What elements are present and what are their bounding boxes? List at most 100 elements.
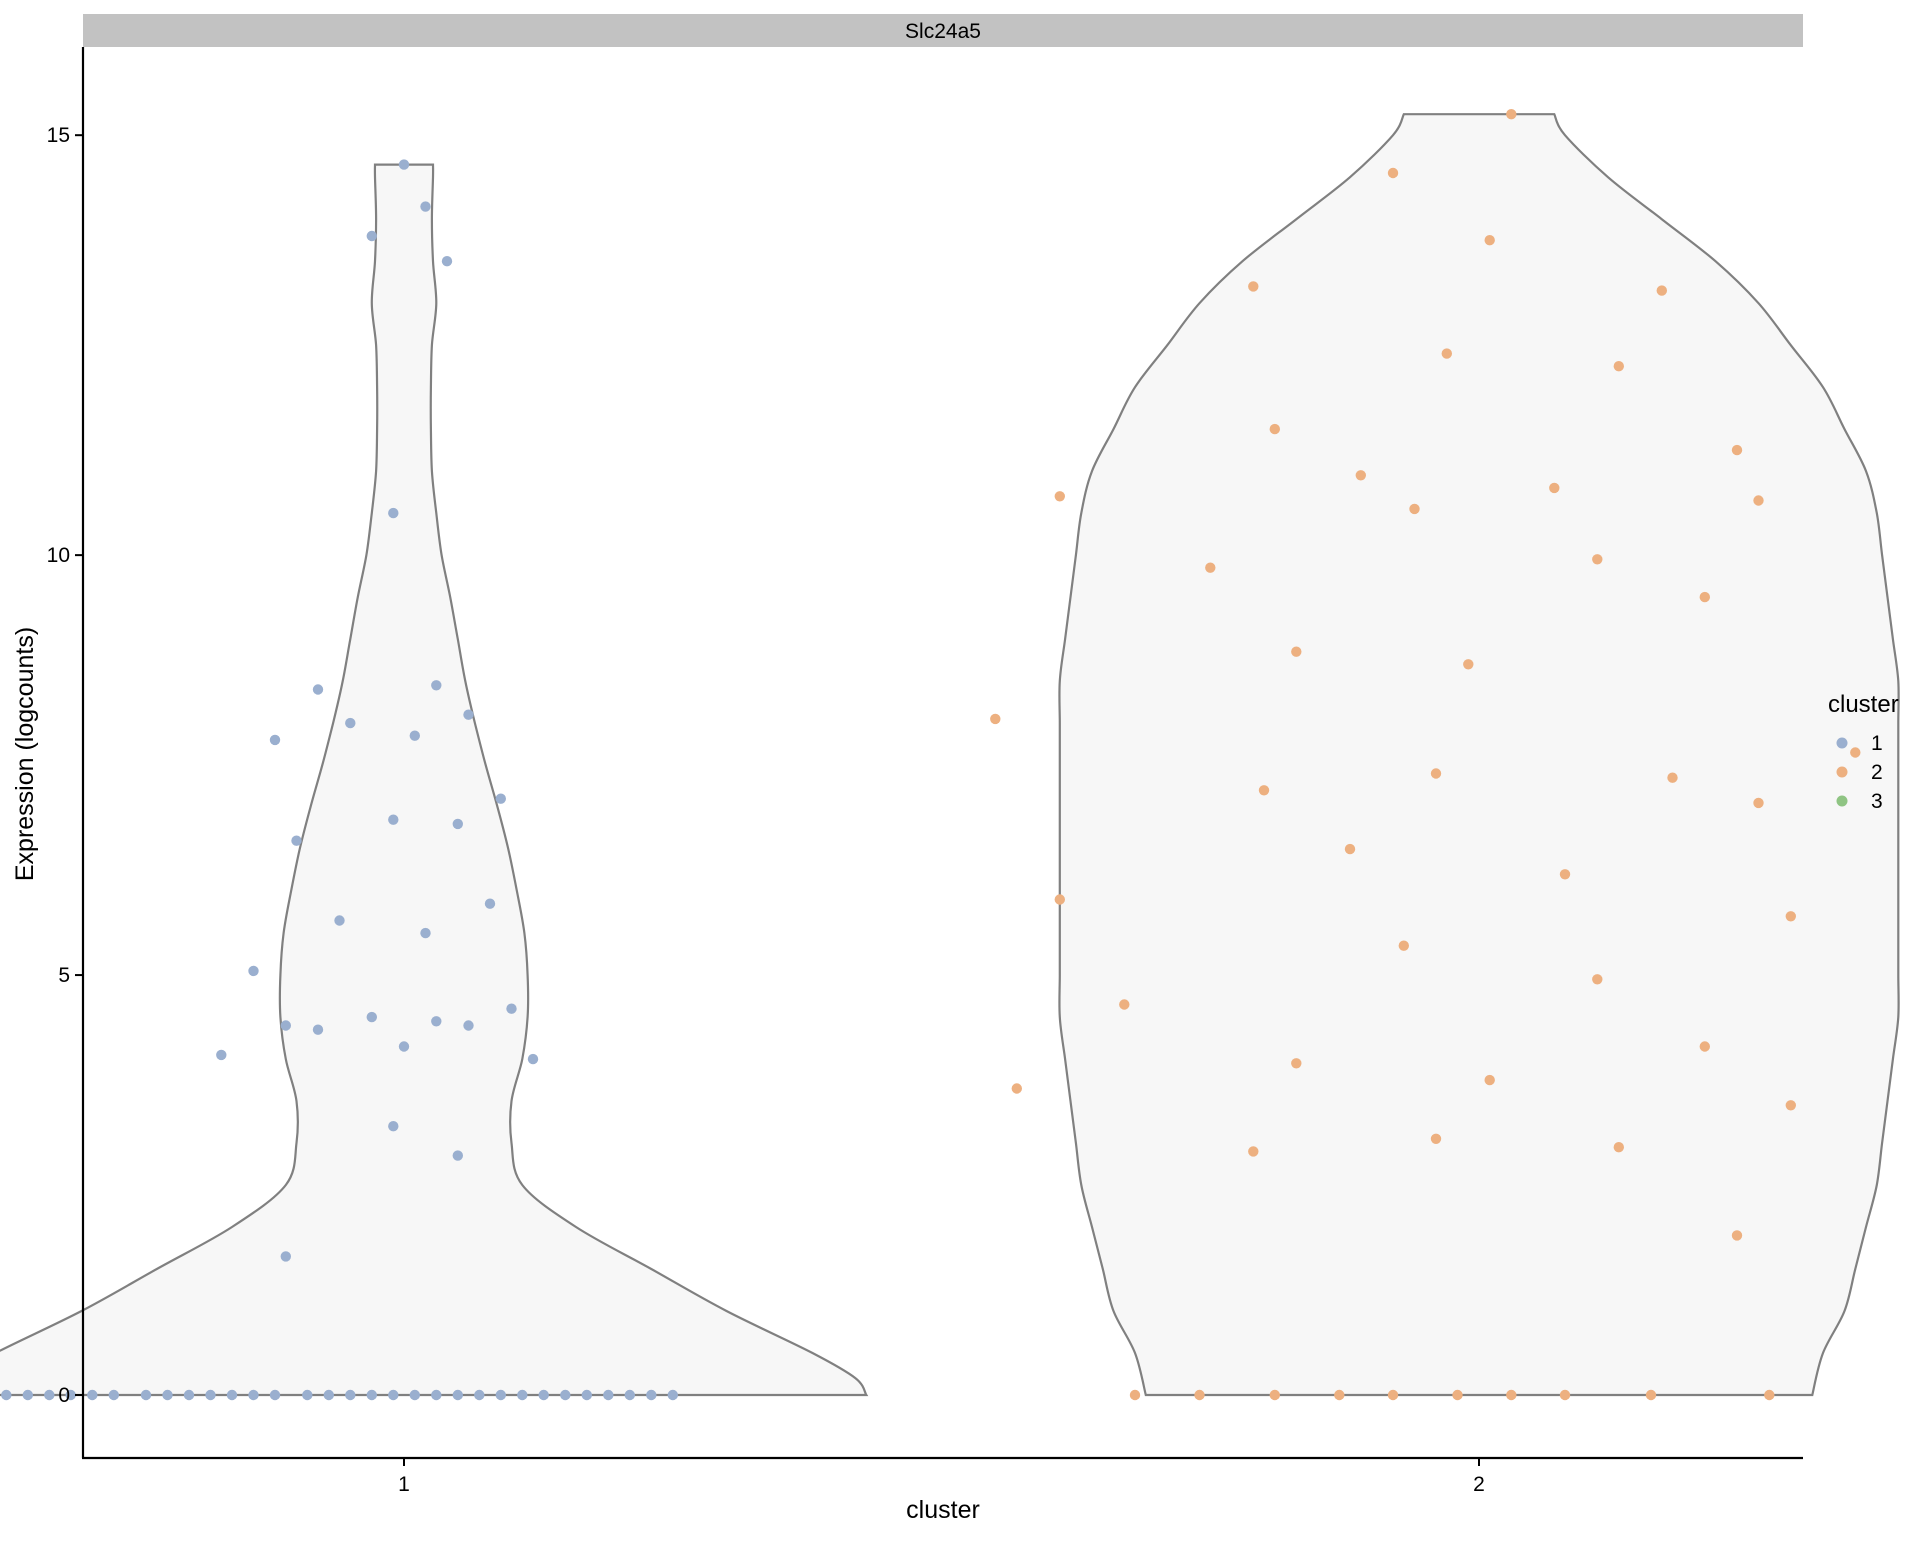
data-point [1269, 423, 1281, 435]
facet-title: Slc24a5 [905, 20, 981, 43]
data-point [1205, 562, 1216, 573]
data-point [388, 814, 399, 825]
data-point [366, 1011, 377, 1023]
data-point [1398, 940, 1410, 951]
data-point [366, 230, 377, 242]
data-point [323, 1389, 334, 1401]
violin-cluster-1 [0, 163, 869, 1397]
data-point [1645, 1389, 1657, 1401]
data-point [1441, 348, 1453, 359]
data-point [1753, 495, 1764, 506]
data-point [398, 159, 410, 170]
data-point [1764, 1389, 1775, 1401]
data-point [1753, 797, 1764, 809]
data-point [388, 507, 399, 519]
data-point [603, 1389, 614, 1401]
data-point [1506, 109, 1517, 120]
data-point [280, 1251, 291, 1262]
data-point [291, 835, 302, 846]
data-point [216, 1049, 227, 1061]
data-point [1549, 482, 1560, 494]
data-point [517, 1389, 528, 1401]
data-point [431, 1016, 442, 1027]
data-point [463, 1020, 474, 1031]
data-point [1011, 1083, 1022, 1094]
legend-key-2 [1836, 766, 1848, 778]
data-point [1613, 361, 1625, 372]
data-point [1387, 1389, 1399, 1401]
data-point [1430, 768, 1442, 779]
data-point [1699, 591, 1711, 603]
data-point [990, 713, 1001, 725]
data-point [431, 1389, 442, 1401]
points-layer [1, 109, 1861, 1401]
legend: cluster 1 2 3 [1828, 691, 1899, 813]
data-point [624, 1389, 635, 1401]
data-point [1409, 503, 1420, 515]
data-point [345, 717, 356, 729]
data-point [452, 1150, 463, 1161]
data-point [1248, 281, 1259, 292]
data-point [463, 709, 474, 720]
x-tick-label: 2 [1473, 1473, 1485, 1496]
data-point [1484, 235, 1495, 246]
data-point [1699, 1041, 1711, 1052]
data-point [1430, 1133, 1442, 1145]
facet-strip [83, 14, 1803, 47]
data-point [409, 1389, 420, 1401]
legend-label-2: 2 [1871, 761, 1883, 784]
y-tick-label: 0 [58, 1384, 70, 1407]
legend-title: cluster [1828, 691, 1899, 718]
data-point [1850, 747, 1861, 758]
violins-layer [0, 113, 1900, 1397]
data-point [441, 256, 453, 267]
data-point [334, 915, 345, 926]
data-point [226, 1389, 238, 1401]
legend-label-1: 1 [1871, 732, 1883, 755]
data-point [646, 1389, 657, 1401]
data-point [527, 1053, 539, 1065]
y-ticks: 0 5 10 15 [47, 124, 83, 1407]
legend-key-1 [1836, 737, 1848, 749]
data-point [1054, 491, 1066, 502]
data-point [1592, 554, 1603, 565]
data-point [280, 1020, 291, 1031]
data-point [420, 201, 431, 212]
data-point [1291, 646, 1302, 657]
data-point [1, 1389, 12, 1401]
data-point [1656, 285, 1668, 296]
data-point [65, 1389, 76, 1401]
data-point [474, 1389, 485, 1401]
y-tick-label: 5 [58, 964, 70, 987]
legend-label-3: 3 [1871, 790, 1883, 813]
data-point [1506, 1389, 1517, 1401]
data-point [484, 898, 496, 909]
data-point [140, 1389, 152, 1401]
data-point [667, 1389, 678, 1401]
data-point [248, 965, 259, 977]
data-point [108, 1389, 120, 1401]
data-point [44, 1389, 55, 1401]
data-point [1463, 659, 1474, 670]
data-point [1054, 894, 1066, 905]
data-point [538, 1389, 549, 1401]
x-tick-label: 1 [398, 1473, 410, 1496]
data-point [506, 1003, 517, 1014]
data-point [495, 1389, 506, 1401]
data-point [452, 818, 463, 830]
data-point [1731, 444, 1743, 456]
data-point [1592, 974, 1603, 985]
data-point [22, 1389, 33, 1401]
data-point [312, 684, 324, 695]
data-point [1785, 911, 1797, 922]
data-point [1484, 1074, 1495, 1086]
data-point [495, 793, 506, 804]
data-point [269, 734, 281, 746]
x-axis-title: cluster [906, 1496, 980, 1524]
data-point [1667, 772, 1678, 783]
data-point [183, 1389, 195, 1401]
data-point [312, 1024, 324, 1035]
data-point [1119, 999, 1130, 1010]
violin-cluster-2 [1058, 113, 1900, 1397]
